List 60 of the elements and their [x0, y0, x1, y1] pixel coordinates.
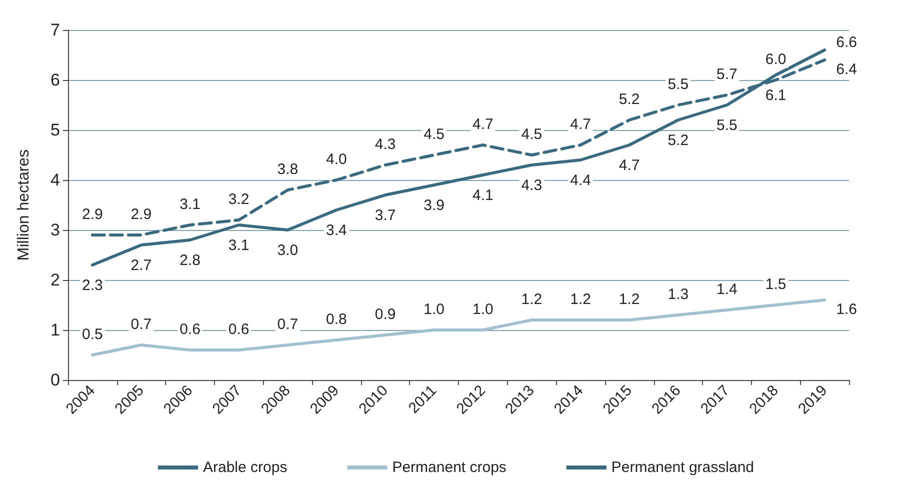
y-tick-label: 0: [50, 370, 60, 390]
data-label: 4.4: [570, 172, 591, 189]
data-label: 0.6: [228, 321, 250, 338]
data-label: 3.0: [277, 242, 298, 259]
y-tick-label: 4: [50, 170, 60, 190]
data-label: 4.5: [521, 126, 542, 143]
y-tick-label: 5: [50, 120, 60, 140]
data-label: 1.2: [521, 291, 542, 308]
data-label: 1.5: [765, 276, 786, 293]
legend-label: Permanent crops: [392, 459, 506, 476]
data-label: 3.7: [374, 207, 396, 224]
data-label: 4.7: [618, 157, 640, 174]
data-label: 3.1: [228, 237, 250, 254]
data-label: 0.7: [130, 316, 152, 333]
data-label: 3.2: [228, 191, 250, 208]
data-label: 4.3: [374, 136, 396, 153]
data-label: 4.0: [326, 151, 347, 168]
data-label: 1.3: [668, 286, 689, 303]
data-label: 0.9: [374, 306, 396, 323]
data-label: 4.7: [472, 116, 494, 133]
data-label: 0.5: [82, 326, 103, 343]
data-label: 5.7: [716, 66, 738, 83]
data-label: 2.7: [130, 257, 152, 274]
data-label: 1.2: [570, 291, 591, 308]
data-label: 5.2: [618, 91, 640, 108]
data-label: 6.1: [765, 87, 786, 104]
data-label: 1.4: [716, 281, 738, 298]
data-label: 0.7: [277, 316, 298, 333]
data-label: 1.6: [836, 301, 858, 318]
data-label: 5.5: [668, 76, 689, 93]
data-label: 6.6: [836, 34, 858, 51]
data-label: 4.3: [521, 177, 542, 194]
data-label: 1.0: [472, 301, 494, 318]
data-label: 0.8: [326, 311, 347, 328]
data-label: 6.4: [836, 61, 858, 78]
data-label: 2.9: [82, 206, 103, 223]
data-label: 2.8: [180, 252, 200, 269]
y-axis-title: Million hectares: [16, 149, 32, 261]
data-label: 5.5: [716, 117, 738, 134]
y-tick-label: 7: [50, 20, 60, 40]
data-label: 0.6: [180, 321, 200, 338]
data-label: 2.3: [82, 277, 103, 294]
data-label: 5.2: [668, 132, 689, 149]
legend-label: Arable crops: [202, 459, 288, 476]
data-label: 4.5: [424, 126, 445, 143]
y-tick-label: 2: [50, 270, 60, 290]
data-label: 3.9: [424, 197, 445, 214]
data-label: 3.8: [277, 161, 298, 178]
data-label: 4.1: [472, 187, 494, 204]
data-label: 3.4: [326, 222, 347, 239]
data-label: 6.0: [765, 51, 786, 68]
legend-label: Permanent grassland: [611, 459, 754, 476]
data-label: 2.9: [130, 206, 152, 223]
y-tick-label: 3: [50, 220, 60, 240]
data-label: 1.2: [618, 291, 640, 308]
data-label: 3.1: [180, 196, 200, 213]
y-tick-label: 1: [50, 320, 60, 340]
data-label: 4.7: [570, 116, 591, 133]
y-tick-label: 6: [50, 70, 60, 90]
data-label: 1.0: [424, 301, 445, 318]
